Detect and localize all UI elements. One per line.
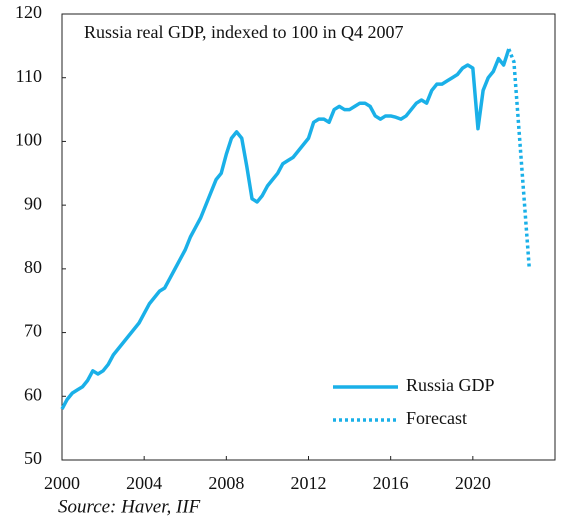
y-tick-label: 50 <box>24 448 42 468</box>
x-tick-label: 2000 <box>44 473 80 493</box>
y-tick-label: 100 <box>15 130 42 150</box>
y-tick-label: 110 <box>16 66 42 86</box>
y-tick-label: 80 <box>24 257 42 277</box>
chart-title: Russia real GDP, indexed to 100 in Q4 20… <box>84 22 403 42</box>
x-tick-label: 2008 <box>208 473 244 493</box>
y-tick-label: 120 <box>15 2 42 22</box>
x-tick-label: 2016 <box>373 473 409 493</box>
y-tick-label: 70 <box>24 321 42 341</box>
data-line <box>60 48 511 410</box>
y-tick-label: 90 <box>24 193 42 213</box>
source-note: Source: Haver, IIF <box>58 496 201 517</box>
legend-label: Russia GDP <box>406 375 495 395</box>
y-tick-label: 60 <box>24 384 42 404</box>
x-tick-label: 2012 <box>291 473 327 493</box>
data-line <box>507 48 532 269</box>
x-tick-label: 2020 <box>455 473 491 493</box>
x-tick-label: 2004 <box>126 473 162 493</box>
legend-label: Forecast <box>406 408 467 428</box>
